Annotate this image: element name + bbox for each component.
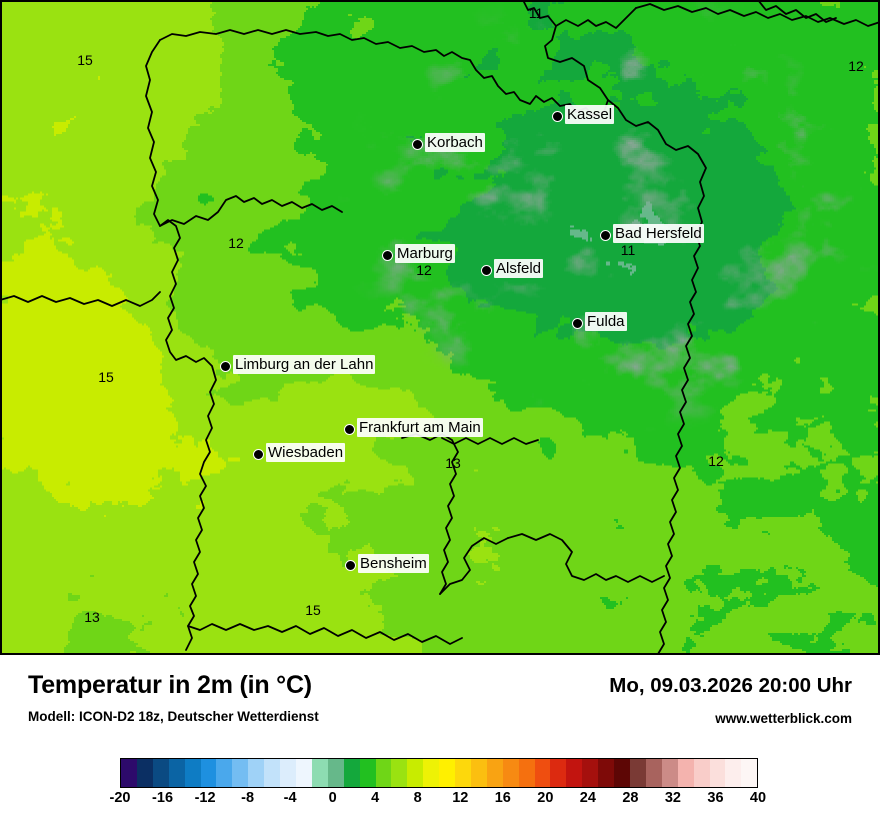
city-dot-icon: [480, 264, 492, 276]
colorbar-tick-labels: -20 -16 -12 -8 -4 0 4 8 12 16 20 24 28 32 36 40: [110, 790, 767, 812]
city-dot-icon: [344, 559, 356, 571]
colorbar-tick-label: -20: [109, 790, 131, 806]
colorbar-swatch: [598, 759, 615, 787]
city-dot-icon: [411, 138, 423, 150]
colorbar-swatch: [486, 759, 503, 787]
colorbar-tick-label: 40: [749, 790, 767, 806]
colorbar-swatch: [200, 759, 217, 787]
city-dot-icon: [599, 229, 611, 241]
city-dot-icon: [571, 317, 583, 329]
colorbar-swatch: [502, 759, 519, 787]
city-label: Bensheim: [358, 554, 429, 573]
city-dot-icon: [381, 249, 393, 261]
temperature-field-canvas: [0, 0, 880, 655]
website-label: www.wetterblick.com: [715, 711, 852, 726]
city-dot-icon: [252, 448, 264, 460]
page-title: Temperatur in 2m (in °C): [28, 671, 312, 699]
colorbar-swatch: [359, 759, 376, 787]
colorbar-swatch: [661, 759, 678, 787]
colorbar-swatch: [136, 759, 153, 787]
colorbar-swatch: [248, 759, 265, 787]
colorbar-swatch: [280, 759, 296, 787]
city-dot-icon: [343, 423, 355, 435]
colorbar-swatch: [709, 759, 726, 787]
colorbar-swatch: [582, 759, 599, 787]
colorbar-swatch: [216, 759, 233, 787]
colorbar-tick-label: 8: [413, 790, 422, 806]
city-label: Limburg an der Lahn: [233, 355, 376, 374]
city-label: Bad Hersfeld: [613, 224, 704, 243]
city-label: Alsfeld: [494, 259, 544, 278]
isotherm-value-label: 13: [84, 609, 100, 625]
colorbar-swatch: [184, 759, 201, 787]
isotherm-value-label: 12: [416, 262, 432, 278]
colorbar-tick-label: 16: [494, 790, 511, 806]
colorbar-tick-label: 24: [579, 790, 596, 806]
colorbar-swatch: [311, 759, 328, 787]
colorbar-swatch: [343, 759, 360, 787]
isotherm-value-label: 12: [848, 58, 864, 74]
colorbar-tick-label: 4: [371, 790, 380, 806]
isotherm-value-label: 12: [708, 453, 724, 469]
isotherm-value-label: 12: [228, 235, 244, 251]
colorbar-tick-label: -8: [241, 790, 255, 806]
isotherm-value-label: 15: [98, 369, 114, 385]
colorbar-swatch: [518, 759, 535, 787]
colorbar-swatch: [693, 759, 710, 787]
colorbar-tick-label: 20: [537, 790, 554, 806]
colorbar-tick-label: 28: [622, 790, 639, 806]
city-label: Fulda: [585, 312, 627, 331]
city-label: Korbach: [425, 133, 485, 152]
colorbar-swatch: [295, 759, 312, 787]
colorbar-tick-label: -4: [283, 790, 297, 806]
isotherm-value-label: 15: [305, 602, 321, 618]
isotherm-value-label: 11: [528, 5, 544, 21]
city-label: Kassel: [565, 105, 615, 124]
colorbar-swatch: [152, 759, 169, 787]
colorbar-swatch: [470, 759, 487, 787]
city-label: Frankfurt am Main: [357, 418, 483, 437]
colorbar-swatch: [407, 759, 424, 787]
colorbar-tick-label: -12: [194, 790, 216, 806]
temperature-colorbar: [120, 758, 758, 788]
colorbar-tick-label: 32: [664, 790, 681, 806]
colorbar-swatch: [630, 759, 646, 787]
valid-datetime: Mo, 09.03.2026 20:00 Uhr: [609, 674, 852, 697]
city-dot-icon: [551, 110, 563, 122]
temperature-map[interactable]: 15 12 11 12 12 11 15 13 12 13 15 Kassel Korbach Bad …: [0, 0, 880, 655]
model-subtitle: Modell: ICON-D2 18z, Deutscher Wetterdie…: [28, 709, 319, 724]
colorbar-swatch: [645, 759, 662, 787]
colorbar-swatch: [534, 759, 551, 787]
isotherm-value-label: 13: [445, 455, 461, 471]
colorbar-swatch: [375, 759, 392, 787]
colorbar-tick-label: -16: [152, 790, 174, 806]
colorbar-swatch: [121, 759, 137, 787]
colorbar-swatch: [327, 759, 344, 787]
isotherm-value-label: 11: [620, 242, 636, 258]
colorbar-swatch: [232, 759, 249, 787]
colorbar-swatch: [264, 759, 281, 787]
colorbar-tick-label: 12: [452, 790, 469, 806]
administrative-borders: [0, 0, 880, 655]
colorbar-swatches: [120, 758, 758, 788]
city-dot-icon: [219, 360, 231, 372]
colorbar-tick-label: 36: [707, 790, 724, 806]
colorbar-swatch: [455, 759, 471, 787]
colorbar-swatch: [550, 759, 567, 787]
colorbar-swatch: [391, 759, 408, 787]
colorbar-swatch: [725, 759, 742, 787]
colorbar-swatch: [614, 759, 630, 787]
colorbar-tick-label: 0: [328, 790, 337, 806]
colorbar-swatch: [439, 759, 456, 787]
colorbar-swatch: [423, 759, 440, 787]
isotherm-value-label: 15: [77, 52, 93, 68]
city-label: Wiesbaden: [266, 443, 346, 462]
footer: Temperatur in 2m (in °C) Modell: ICON-D2…: [0, 655, 880, 830]
colorbar-swatch: [566, 759, 583, 787]
colorbar-swatch: [677, 759, 694, 787]
city-label: Marburg: [395, 244, 455, 263]
colorbar-swatch: [741, 759, 758, 787]
colorbar-swatch: [168, 759, 185, 787]
